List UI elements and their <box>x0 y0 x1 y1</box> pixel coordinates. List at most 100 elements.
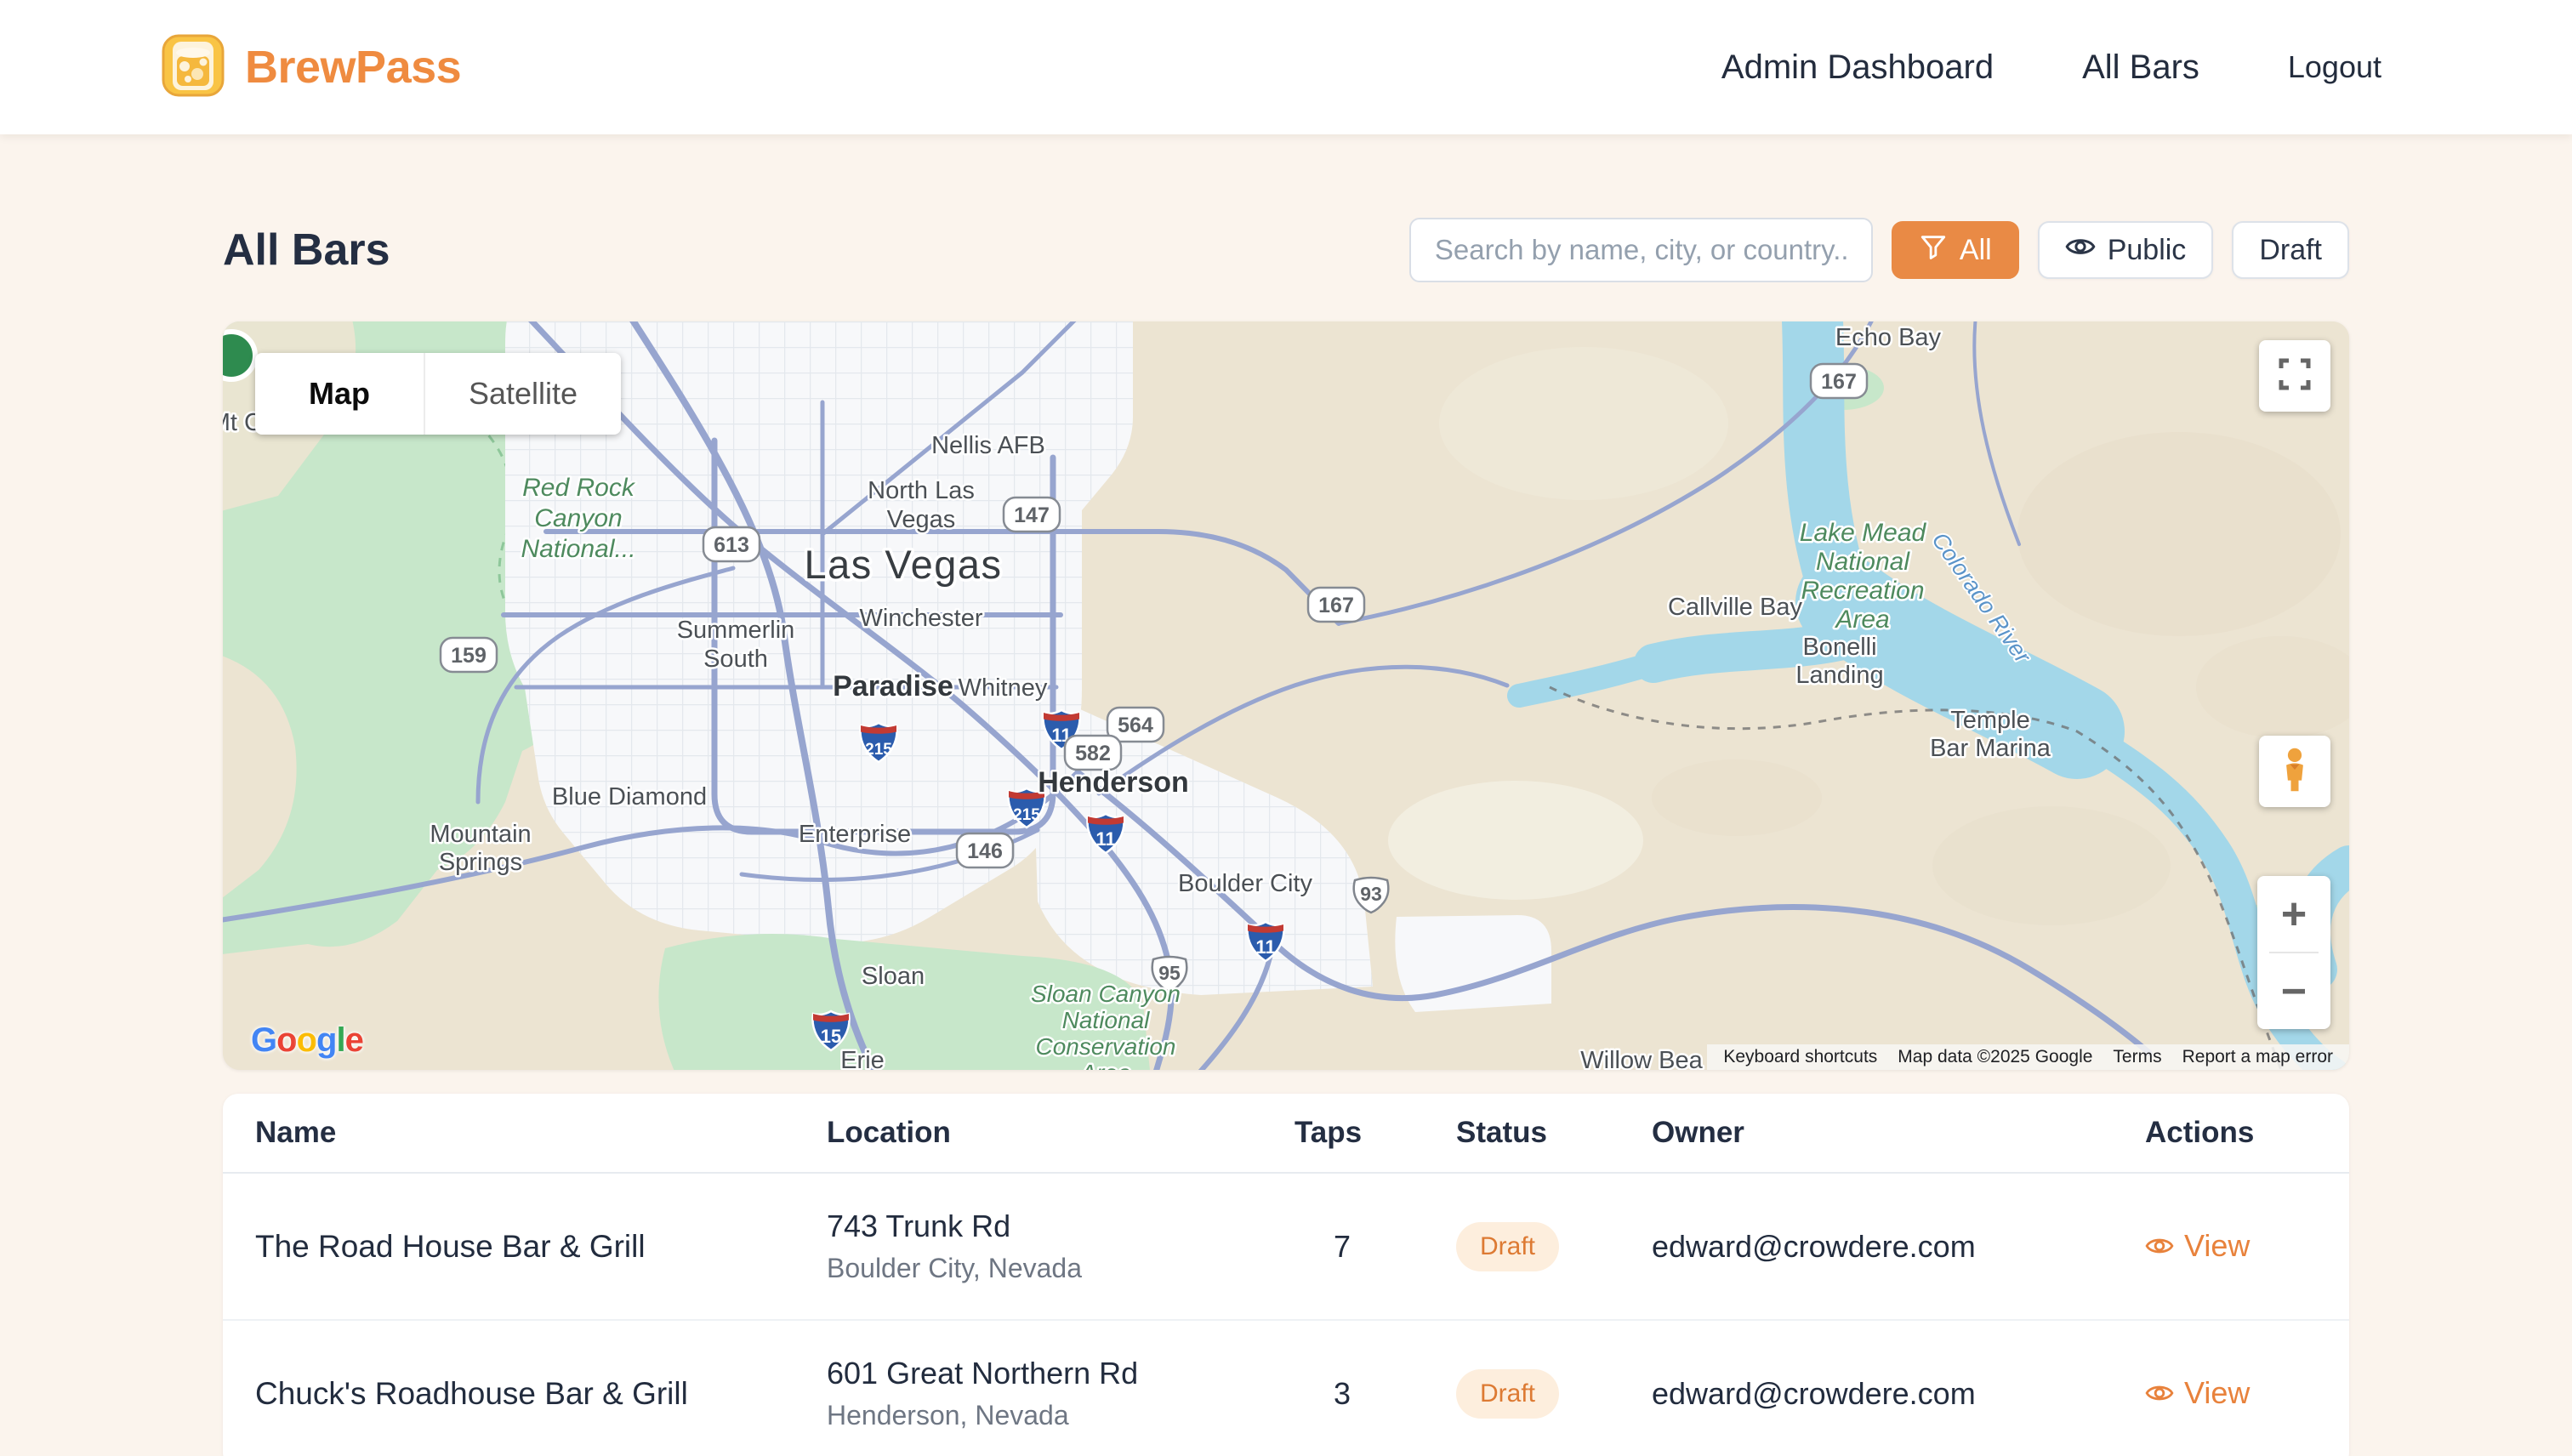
bar-status-cell: Draft <box>1456 1221 1652 1271</box>
map-label: Willow Bea <box>1580 1047 1703 1070</box>
col-header-location: Location <box>827 1116 951 1149</box>
bar-name: Chuck's Roadhouse Bar & Grill <box>255 1375 688 1411</box>
map-label: Paradise <box>833 670 953 702</box>
bars-table: Name Location Taps Status Owner Actions … <box>223 1094 2349 1456</box>
keyboard-shortcuts-link[interactable]: Keyboard shortcuts <box>1723 1047 1878 1066</box>
svg-text:564: 564 <box>1118 714 1153 737</box>
svg-text:582: 582 <box>1075 742 1111 765</box>
highway-shield-146: 146 <box>955 832 1015 869</box>
view-button[interactable]: View <box>2145 1375 2250 1411</box>
svg-text:167: 167 <box>1318 594 1354 617</box>
map-label: Temple Bar Marina <box>1930 707 2051 762</box>
bar-owner: edward@crowdere.com <box>1652 1228 1976 1264</box>
bar-actions-cell: View <box>2145 1228 2317 1265</box>
map-label: Sloan <box>862 963 925 990</box>
svg-text:11: 11 <box>1255 936 1275 958</box>
view-eye-icon <box>2145 1385 2174 1401</box>
map-container: 15 215 215 11 11 11 93 95 <box>223 321 2349 1070</box>
map-type-map-button[interactable]: Map <box>309 376 370 411</box>
bar-city: Boulder City, Nevada <box>827 1253 1082 1283</box>
highway-shield-167: 167 <box>1809 362 1869 400</box>
map-label: Mountain Springs <box>430 821 531 876</box>
svg-text:215: 215 <box>1013 806 1040 824</box>
filter-draft-label: Draft <box>2259 233 2322 266</box>
table-header-row: Name Location Taps Status Owner Actions <box>223 1094 2349 1174</box>
filter-all-button[interactable]: All <box>1891 221 2019 279</box>
terms-link[interactable]: Terms <box>2113 1047 2162 1066</box>
highway-shield-11: 11 <box>1086 812 1125 855</box>
fullscreen-icon <box>2278 357 2312 395</box>
map-label: Lake Mead National Recreation Area <box>1800 519 1927 634</box>
svg-text:95: 95 <box>1158 962 1181 984</box>
svg-text:613: 613 <box>714 533 749 557</box>
bar-owner: edward@crowdere.com <box>1652 1375 1976 1411</box>
view-eye-icon <box>2145 1238 2174 1254</box>
bar-location: 743 Trunk Rd Boulder City, Nevada <box>827 1209 1295 1284</box>
google-logo[interactable]: Google <box>251 1021 364 1059</box>
bar-actions-cell: View <box>2145 1375 2317 1412</box>
map-label: Enterprise <box>799 821 911 848</box>
highway-shield-215: 215 <box>1007 787 1046 829</box>
funnel-icon <box>1919 232 1948 269</box>
map-label: Bonelli Landing <box>1795 634 1883 689</box>
svg-text:93: 93 <box>1360 883 1382 905</box>
zoom-controls: + − <box>2257 876 2330 1029</box>
highway-shield-564: 564 <box>1106 706 1165 743</box>
svg-text:11: 11 <box>1095 828 1115 850</box>
bar-location: 601 Great Northern Rd Henderson, Nevada <box>827 1356 1295 1431</box>
svg-text:159: 159 <box>451 644 487 668</box>
nav-logout[interactable]: Logout <box>2287 49 2381 84</box>
svg-text:147: 147 <box>1014 503 1050 527</box>
pegman-control[interactable] <box>2259 736 2330 807</box>
view-button[interactable]: View <box>2145 1228 2250 1264</box>
col-header-owner: Owner <box>1652 1116 1744 1149</box>
fullscreen-button[interactable] <box>2259 340 2330 412</box>
svg-text:146: 146 <box>967 839 1003 863</box>
map-label: Winchester <box>859 605 982 632</box>
map-label: Whitney <box>959 674 1048 702</box>
highway-shield-15: 15 <box>811 1010 851 1052</box>
highway-shield-11: 11 <box>1246 920 1285 963</box>
map-data-text: Map data ©2025 Google <box>1898 1047 2093 1066</box>
svg-text:15: 15 <box>821 1026 841 1047</box>
nav-admin-dashboard[interactable]: Admin Dashboard <box>1721 48 1994 86</box>
map-label: Callville Bay <box>1668 594 1802 621</box>
map-type-satellite-button[interactable]: Satellite <box>424 353 621 435</box>
map-label: Sloan CanyonNationalConservationArea <box>1031 981 1181 1070</box>
zoom-in-button[interactable]: + <box>2280 889 2307 939</box>
col-header-status: Status <box>1456 1116 1547 1149</box>
filter-public-label: Public <box>2107 233 2187 266</box>
zoom-out-button[interactable]: − <box>2280 966 2307 1016</box>
map-label: Nellis AFB <box>931 432 1045 459</box>
beer-mug-icon <box>162 34 225 101</box>
map-label: Las Vegas <box>804 542 1002 587</box>
map-label: Blue Diamond <box>552 783 707 810</box>
svg-text:215: 215 <box>865 741 892 759</box>
filter-draft-button[interactable]: Draft <box>2232 221 2349 279</box>
map-type-toggle: Map Satellite <box>255 353 621 435</box>
highway-shield-215: 215 <box>859 721 898 764</box>
search-input[interactable] <box>1408 218 1873 282</box>
map-label: Boulder City <box>1178 870 1312 897</box>
map-canvas[interactable]: 15 215 215 11 11 11 93 95 <box>223 321 2349 1070</box>
report-map-error-link[interactable]: Report a map error <box>2182 1047 2333 1066</box>
bar-city: Henderson, Nevada <box>827 1400 1069 1430</box>
status-badge: Draft <box>1456 1368 1560 1419</box>
app-header: BrewPass Admin Dashboard All Bars Logout <box>0 0 2572 134</box>
filter-public-button[interactable]: Public <box>2037 221 2214 279</box>
filter-controls: All Public Draft <box>1408 218 2349 282</box>
svg-text:167: 167 <box>1821 370 1857 394</box>
highway-shield-613: 613 <box>702 526 761 563</box>
bar-name: The Road House Bar & Grill <box>255 1228 646 1264</box>
main-nav: Admin Dashboard All Bars Logout <box>1721 48 2381 87</box>
table-row: Chuck's Roadhouse Bar & Grill 601 Great … <box>223 1321 2349 1456</box>
table-row: The Road House Bar & Grill 743 Trunk Rd … <box>223 1174 2349 1321</box>
map-label: Summerlin South <box>677 617 795 673</box>
map-cluster-marker[interactable] <box>223 329 258 382</box>
map-label: Echo Bay <box>1835 324 1942 351</box>
bar-address: 743 Trunk Rd <box>827 1209 1011 1243</box>
nav-all-bars[interactable]: All Bars <box>2082 48 2199 86</box>
brand-logo[interactable]: BrewPass <box>162 34 462 101</box>
zoom-divider <box>2269 952 2319 953</box>
bar-status-cell: Draft <box>1456 1368 1652 1419</box>
